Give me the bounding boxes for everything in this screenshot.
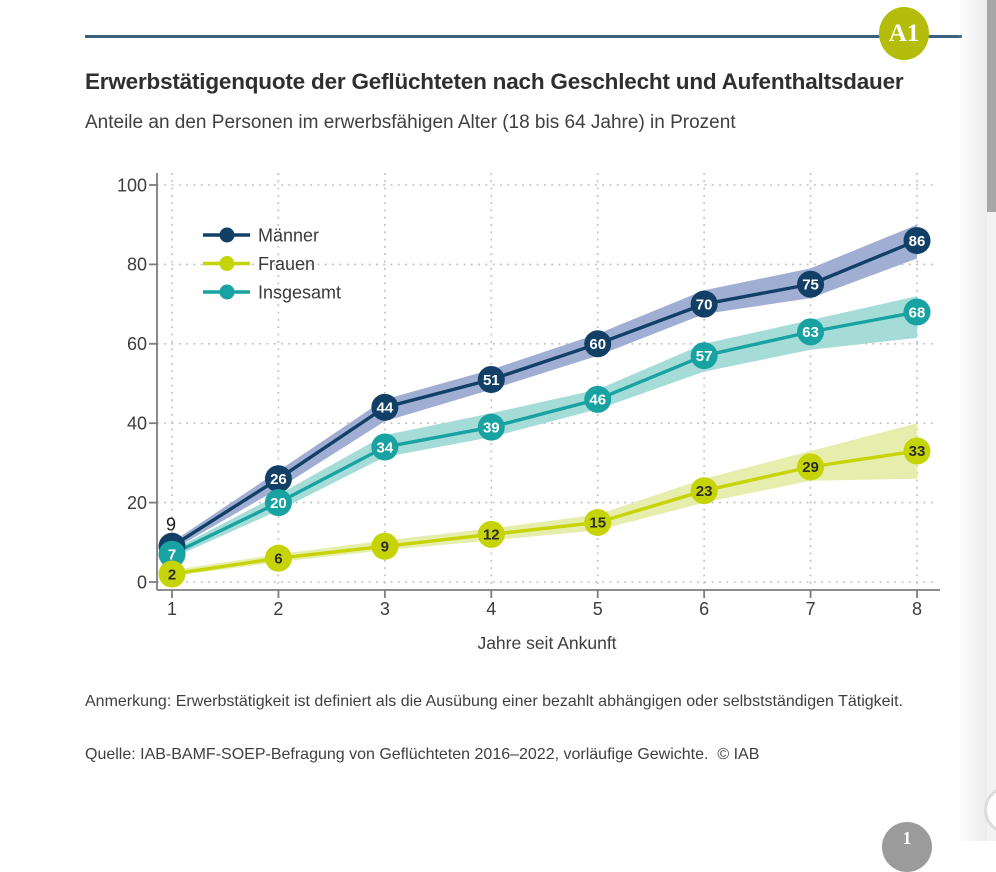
scrollbar-track[interactable]: [987, 0, 996, 841]
data-point: [690, 477, 718, 505]
x-tick-label: 6: [699, 599, 709, 619]
confidence-band: [172, 296, 918, 559]
confidence-band: [172, 423, 918, 577]
x-tick-label: 4: [486, 599, 496, 619]
value-label: 46: [589, 392, 606, 409]
y-tick-label: 20: [127, 493, 147, 513]
x-tick-label: 3: [380, 599, 390, 619]
value-label: 33: [909, 443, 926, 460]
figure-badge: A1: [879, 7, 929, 60]
page-number-badge: 1: [882, 822, 932, 872]
value-label: 70: [696, 296, 713, 313]
y-tick-label: 60: [127, 334, 147, 354]
legend: Männer Frauen Insgesamt: [203, 225, 341, 302]
legend-marker: [219, 284, 235, 300]
scrollbar-thumb[interactable]: [987, 0, 996, 212]
value-label: 86: [909, 233, 926, 250]
data-point: [371, 532, 399, 560]
confidence-band: [172, 224, 918, 551]
value-label: 20: [270, 495, 287, 512]
data-point: [584, 330, 612, 358]
data-point: [158, 540, 186, 568]
data-point: [264, 544, 292, 572]
data-line: [171, 239, 918, 548]
page-title: Erwerbstätigenquote der Geflüchteten nac…: [85, 69, 904, 94]
x-tick-label: 2: [273, 599, 283, 619]
value-label: 63: [802, 324, 819, 341]
data-point: [371, 393, 399, 421]
value-label: 2: [168, 566, 176, 583]
page-edge-shadow: [957, 0, 987, 841]
data-point: [264, 465, 292, 493]
value-label: 23: [696, 483, 713, 500]
value-label: 60: [589, 336, 606, 353]
x-tick-label: 7: [806, 599, 816, 619]
value-label-outside: 9: [166, 514, 176, 534]
value-label: 39: [483, 419, 500, 436]
series-insgesamt: [171, 296, 918, 559]
y-tick-label: 80: [127, 255, 147, 275]
legend-label: Frauen: [258, 254, 315, 274]
data-point: [797, 318, 825, 346]
data-point: [584, 508, 612, 536]
page-subtitle: Anteile an den Personen im erwerbsfähige…: [85, 112, 736, 133]
x-tick-label: 5: [593, 599, 603, 619]
data-point: [477, 413, 505, 441]
data-point: [903, 298, 931, 326]
figure-badge-label: A1: [888, 19, 920, 47]
value-label: 15: [589, 515, 606, 532]
value-label: 9: [381, 539, 389, 556]
value-label: 51: [483, 372, 500, 389]
value-label: 57: [696, 348, 713, 365]
value-label: 75: [802, 277, 819, 294]
markers-insgesamt: 7 20 34 39 46 57 63 68: [158, 298, 931, 568]
value-label: 7: [168, 546, 176, 563]
data-line: [171, 449, 918, 576]
legend-marker: [219, 256, 235, 271]
data-point: [477, 520, 505, 548]
data-point: [903, 227, 931, 255]
data-point: [264, 489, 292, 517]
data-point: [477, 366, 505, 394]
markers-männer: 9 26 44 51 60 70 75 86: [158, 227, 931, 560]
data-point: [584, 385, 612, 413]
data-point: [797, 270, 825, 298]
legend-label: Insgesamt: [258, 282, 341, 302]
legend-marker: [219, 227, 235, 243]
data-point: [690, 342, 718, 370]
legend-label: Männer: [258, 225, 319, 245]
data-point: [797, 453, 825, 481]
value-label: 34: [377, 439, 394, 456]
y-tick-label: 0: [137, 572, 147, 592]
page-number-label: 1: [902, 828, 912, 848]
data-point: [371, 433, 399, 461]
x-tick-label: 1: [167, 599, 177, 619]
value-label: 12: [483, 527, 500, 544]
chart-source: Quelle: IAB-BAMF-SOEP-Befragung von Gefl…: [85, 746, 760, 763]
data-line: [171, 310, 918, 556]
value-label: 44: [377, 400, 394, 417]
data-point: [158, 560, 186, 588]
x-tick-label: 8: [912, 599, 922, 619]
data-point: [690, 290, 718, 318]
y-tick-label: 40: [127, 414, 147, 434]
value-label: 68: [909, 304, 926, 321]
y-tick-label: 100: [117, 175, 147, 195]
series-männer: [171, 224, 918, 551]
x-axis-title: Jahre seit Ankunft: [477, 633, 616, 653]
value-label: 6: [274, 550, 282, 567]
series-frauen: [171, 423, 918, 577]
data-point: [903, 437, 931, 465]
value-label: 26: [270, 471, 287, 488]
value-label: 29: [802, 459, 819, 476]
chart-note: Anmerkung: Erwerbstätigkeit ist definier…: [85, 693, 903, 710]
header-divider: [85, 35, 962, 38]
